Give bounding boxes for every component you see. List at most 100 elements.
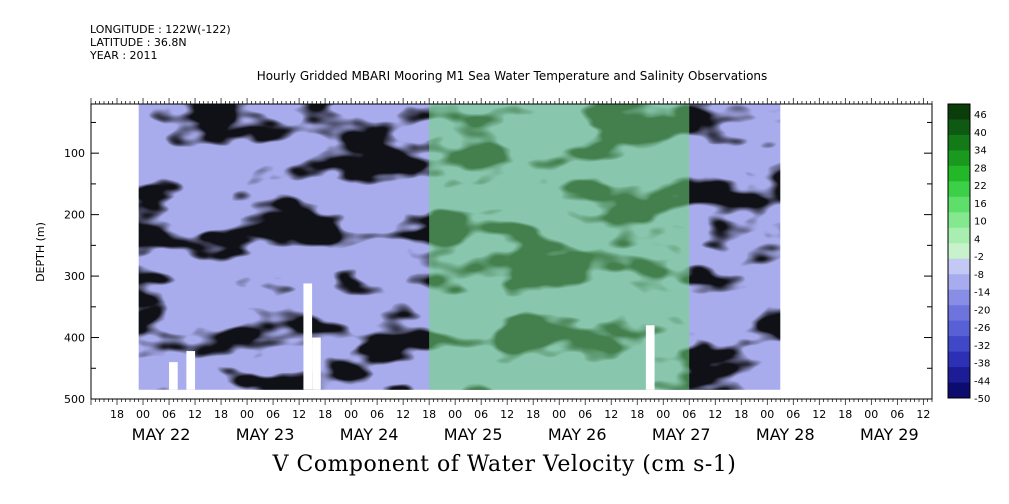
colorbar-swatch (948, 181, 970, 198)
colorbar-swatch (948, 258, 970, 275)
x-tick-label: 18 (630, 408, 644, 421)
colorbar-swatch (948, 289, 970, 306)
chart-title: Hourly Gridded MBARI Mooring M1 Sea Wate… (257, 69, 768, 83)
colorbar-swatch (948, 227, 970, 244)
latitude-label: LATITUDE : 36.8N (90, 36, 187, 49)
colorbar-label: -26 (974, 323, 990, 334)
y-tick-label: 100 (64, 147, 85, 160)
colorbar-swatch (948, 165, 970, 182)
y-axis-label: DEPTH (m) (34, 222, 47, 282)
y-tick-label: 500 (64, 393, 85, 406)
x-tick-label: 06 (162, 408, 176, 421)
x-tick-label: 06 (682, 408, 696, 421)
data-gap (645, 325, 655, 390)
colorbar-swatch (948, 119, 970, 136)
colorbar-swatch (948, 382, 970, 399)
x-tick-label: 06 (890, 408, 904, 421)
colorbar-label: -20 (974, 305, 990, 316)
colorbar-swatch (948, 274, 970, 291)
axis-ticks (90, 98, 933, 405)
data-gap (186, 351, 196, 390)
colorbar-swatch (948, 243, 970, 260)
x-axis-label: V Component of Water Velocity (cm s-1) (272, 452, 737, 477)
x-tick-label: 18 (318, 408, 332, 421)
data-gaps (169, 283, 655, 390)
x-tick-label: 06 (266, 408, 280, 421)
x-tick-label: 00 (240, 408, 254, 421)
colorbar-swatch (948, 305, 970, 322)
colorbar-swatch (948, 134, 970, 151)
x-tick-label: 06 (474, 408, 488, 421)
x-tick-label: 00 (136, 408, 150, 421)
data-gap (312, 337, 321, 390)
x-tick-label: 18 (734, 408, 748, 421)
x-tick-labels: 18 00 06 12 18 00 06 12 18 00 06 12 18 00 06 12 18 00 06 12… (110, 408, 930, 421)
colorbar-label: -38 (974, 359, 990, 370)
data-gap (303, 283, 313, 390)
colorbar-label: -50 (974, 394, 990, 405)
x-tick-label: 12 (708, 408, 722, 421)
x-tick-label: 00 (760, 408, 774, 421)
colorbar-label: -32 (974, 341, 990, 352)
y-tick-label: 300 (64, 270, 85, 283)
colorbar-swatch (948, 104, 970, 120)
x-tick-label: 18 (214, 408, 228, 421)
x-date-label: MAY 28 (756, 425, 815, 444)
x-tick-label: 12 (500, 408, 514, 421)
x-tick-label: 12 (812, 408, 826, 421)
y-tick-label: 200 (64, 209, 85, 222)
x-date-label: MAY 29 (860, 425, 919, 444)
colorbar-label: 22 (974, 181, 987, 192)
x-tick-label: 12 (396, 408, 410, 421)
x-date-label: MAY 26 (548, 425, 607, 444)
colorbar-label: -2 (974, 252, 984, 263)
colorbar-label: 40 (974, 128, 987, 139)
colorbar: 46 40 34 28 22 16 10 4 -2 -8 -14 -20 -26 -32 -38 -44 -50 (947, 103, 990, 405)
x-date-label: MAY 24 (340, 425, 399, 444)
x-date-label: MAY 27 (652, 425, 711, 444)
year-label: YEAR : 2011 (90, 49, 158, 62)
longitude-label: LONGITUDE : 122W(-122) (90, 23, 231, 36)
x-tick-label: 06 (578, 408, 592, 421)
colorbar-swatch (948, 320, 970, 337)
colorbar-frame (947, 103, 971, 399)
x-tick-label: 00 (864, 408, 878, 421)
colorbar-label: -8 (974, 270, 984, 281)
x-date-label: MAY 23 (236, 425, 295, 444)
x-tick-label: 00 (448, 408, 462, 421)
colorbar-label: -44 (974, 376, 990, 387)
colorbar-swatch (948, 196, 970, 213)
colorbar-swatch (948, 367, 970, 384)
x-tick-label: 00 (552, 408, 566, 421)
x-date-label: MAY 22 (132, 425, 191, 444)
data-gap (169, 362, 178, 390)
colorbar-swatch (948, 212, 970, 229)
x-tick-label: 18 (110, 408, 124, 421)
colorbar-swatch (948, 351, 970, 368)
x-tick-label: 18 (526, 408, 540, 421)
colorbar-label: 28 (974, 163, 987, 174)
x-tick-label: 06 (370, 408, 384, 421)
heatmap-field (138, 104, 781, 390)
x-tick-label: 12 (916, 408, 930, 421)
x-tick-label: 00 (344, 408, 358, 421)
x-date-label: MAY 25 (444, 425, 503, 444)
y-tick-label: 400 (64, 332, 85, 345)
x-tick-label: 00 (656, 408, 670, 421)
x-tick-label: 12 (292, 408, 306, 421)
colorbar-swatch (948, 150, 970, 167)
colorbar-swatch (948, 336, 970, 353)
x-tick-label: 18 (422, 408, 436, 421)
colorbar-label: 46 (974, 110, 987, 121)
colorbar-label: 4 (974, 234, 980, 245)
colorbar-label: 16 (974, 199, 987, 210)
x-date-labels: MAY 22 MAY 23 MAY 24 MAY 25 MAY 26 MAY 27 MAY … (132, 425, 919, 444)
x-tick-label: 18 (838, 408, 852, 421)
colorbar-label: 10 (974, 217, 987, 228)
x-tick-label: 12 (188, 408, 202, 421)
colorbar-label: -14 (974, 288, 990, 299)
x-tick-label: 06 (786, 408, 800, 421)
colorbar-label: 34 (974, 146, 987, 157)
y-tick-labels: 100 200 300 400 500 (64, 147, 85, 406)
